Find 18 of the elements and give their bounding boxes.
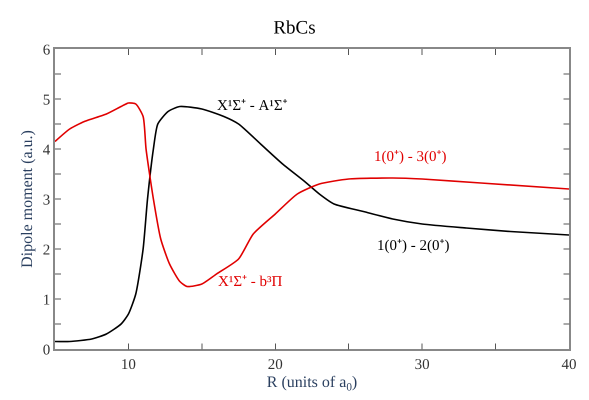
x-tick-label: 10 [120,356,136,373]
y-tick-label: 5 [42,92,50,108]
y-tick-label: 2 [42,242,50,258]
chart-title: RbCs [273,17,316,38]
annotation: 1(0⁺) - 2(0⁺) [377,238,450,254]
y-tick-label: 6 [42,42,51,58]
y-tick-label: 0 [42,342,50,358]
y-tick-label: 1 [42,292,50,308]
x-tick-label: 30 [414,356,430,373]
y-tick-label: 3 [42,192,50,208]
y-tick-label: 4 [42,142,51,158]
x-axis-title: R (units of a$_{0}$) [266,374,358,394]
annotation: 1(0⁺) - 3(0⁺) [374,149,446,165]
x-tick-label: 40 [562,356,576,373]
x-tick-label: 20 [268,356,283,373]
annotation: X¹Σ⁺ - A¹Σ⁺ [217,98,288,114]
annotation: X¹Σ⁺ - b³Π [218,274,283,290]
y-axis-title: Dipole moment (a.u.) [19,130,36,268]
